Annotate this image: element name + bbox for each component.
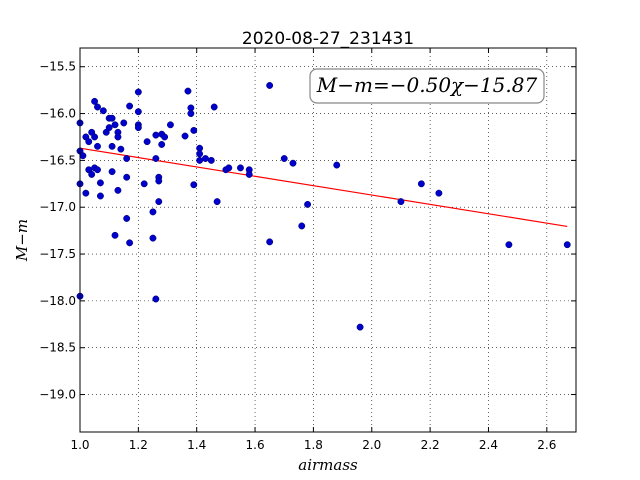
data-point <box>166 121 174 129</box>
grid <box>79 48 576 432</box>
x-tick-label: 2.2 <box>421 438 440 452</box>
data-point <box>79 152 87 160</box>
data-point <box>181 132 189 140</box>
data-point <box>123 215 131 222</box>
data-point <box>213 198 221 206</box>
data-point <box>114 133 122 141</box>
data-point <box>114 186 122 194</box>
data-point <box>126 102 134 110</box>
fit-equation-label: M−m=−0.50χ−15.87 <box>316 73 538 97</box>
data-point <box>123 173 131 181</box>
y-tick-label: −19.0 <box>39 388 76 402</box>
axis-ticks: 1.0 1.2 1.4 1.6 1.8 2.0 2.2 2.4 2.6 −15.5 −16.0 −16… <box>39 48 576 452</box>
data-point <box>96 179 104 187</box>
data-point <box>155 198 163 206</box>
data-point <box>105 124 113 132</box>
y-tick-label: −18.0 <box>39 294 76 308</box>
data-point <box>134 124 142 132</box>
data-point <box>91 133 99 141</box>
data-point <box>196 150 204 158</box>
data-point <box>94 166 101 174</box>
data-point <box>245 170 253 178</box>
plot-frame <box>79 47 577 433</box>
y-tick-label: −17.5 <box>39 247 76 261</box>
x-tick-label: 1.4 <box>187 438 206 452</box>
data-point <box>190 181 198 189</box>
data-points <box>76 82 571 331</box>
data-point <box>237 164 244 172</box>
data-point <box>123 155 131 162</box>
data-point <box>207 156 215 164</box>
data-point <box>149 208 157 216</box>
data-point <box>187 110 195 118</box>
data-point <box>435 189 443 197</box>
x-tick-label: 1.2 <box>129 438 148 452</box>
x-tick-label: 1.6 <box>246 438 265 452</box>
data-point <box>82 189 90 197</box>
x-axis-label: airmass <box>298 456 358 474</box>
data-point <box>111 121 119 129</box>
data-point <box>304 200 312 208</box>
data-point <box>298 222 306 230</box>
data-point <box>333 161 341 169</box>
data-point <box>266 238 274 246</box>
data-point <box>108 142 116 150</box>
fit-equation-frame <box>309 68 545 104</box>
data-point <box>356 323 364 331</box>
data-point <box>152 155 160 162</box>
data-point <box>225 164 233 172</box>
y-tick-label: −15.5 <box>39 60 76 74</box>
y-tick-label: −16.5 <box>39 153 76 167</box>
data-point <box>505 241 513 249</box>
data-point <box>190 126 198 134</box>
data-point <box>210 103 218 111</box>
data-point <box>96 192 104 200</box>
data-point <box>94 103 101 111</box>
data-point <box>417 180 425 188</box>
y-tick-label: −18.5 <box>39 341 76 355</box>
data-point <box>91 97 99 105</box>
data-point <box>397 198 405 206</box>
data-point <box>155 177 163 185</box>
data-point <box>202 155 209 162</box>
data-point <box>88 170 96 178</box>
x-tick-label: 2.0 <box>362 438 381 452</box>
data-point <box>280 155 288 162</box>
fit-line-layer <box>79 147 568 228</box>
data-point <box>563 241 571 249</box>
data-point <box>99 107 107 115</box>
data-point <box>289 159 297 167</box>
fit-line <box>79 147 568 228</box>
data-point <box>158 141 166 148</box>
fit-equation-box: M−m=−0.50χ−15.87 <box>309 68 545 104</box>
data-point <box>108 168 116 176</box>
data-point <box>152 131 160 139</box>
data-point <box>196 156 204 164</box>
data-point <box>149 234 157 242</box>
data-point <box>111 231 119 239</box>
data-point <box>120 119 128 127</box>
data-point <box>161 133 169 141</box>
data-point <box>117 145 125 153</box>
data-point <box>85 138 93 146</box>
x-tick-label: 1.0 <box>70 438 89 452</box>
data-point <box>266 82 274 89</box>
data-point <box>134 88 142 96</box>
data-point <box>94 142 101 150</box>
data-point <box>134 108 142 116</box>
data-point <box>143 138 151 146</box>
x-tick-label: 2.6 <box>537 438 556 452</box>
data-point <box>140 180 148 188</box>
data-point <box>108 114 116 122</box>
data-point <box>184 87 192 95</box>
x-tick-label: 2.4 <box>479 438 498 452</box>
y-axis-label: M−m <box>13 219 31 262</box>
y-tick-label: −17.0 <box>39 200 76 214</box>
x-tick-label: 1.8 <box>304 438 323 452</box>
chart-title: 2020-08-27_231431 <box>242 29 414 49</box>
y-tick-label: −16.0 <box>39 107 76 121</box>
data-point <box>152 295 160 303</box>
data-point <box>126 239 134 247</box>
